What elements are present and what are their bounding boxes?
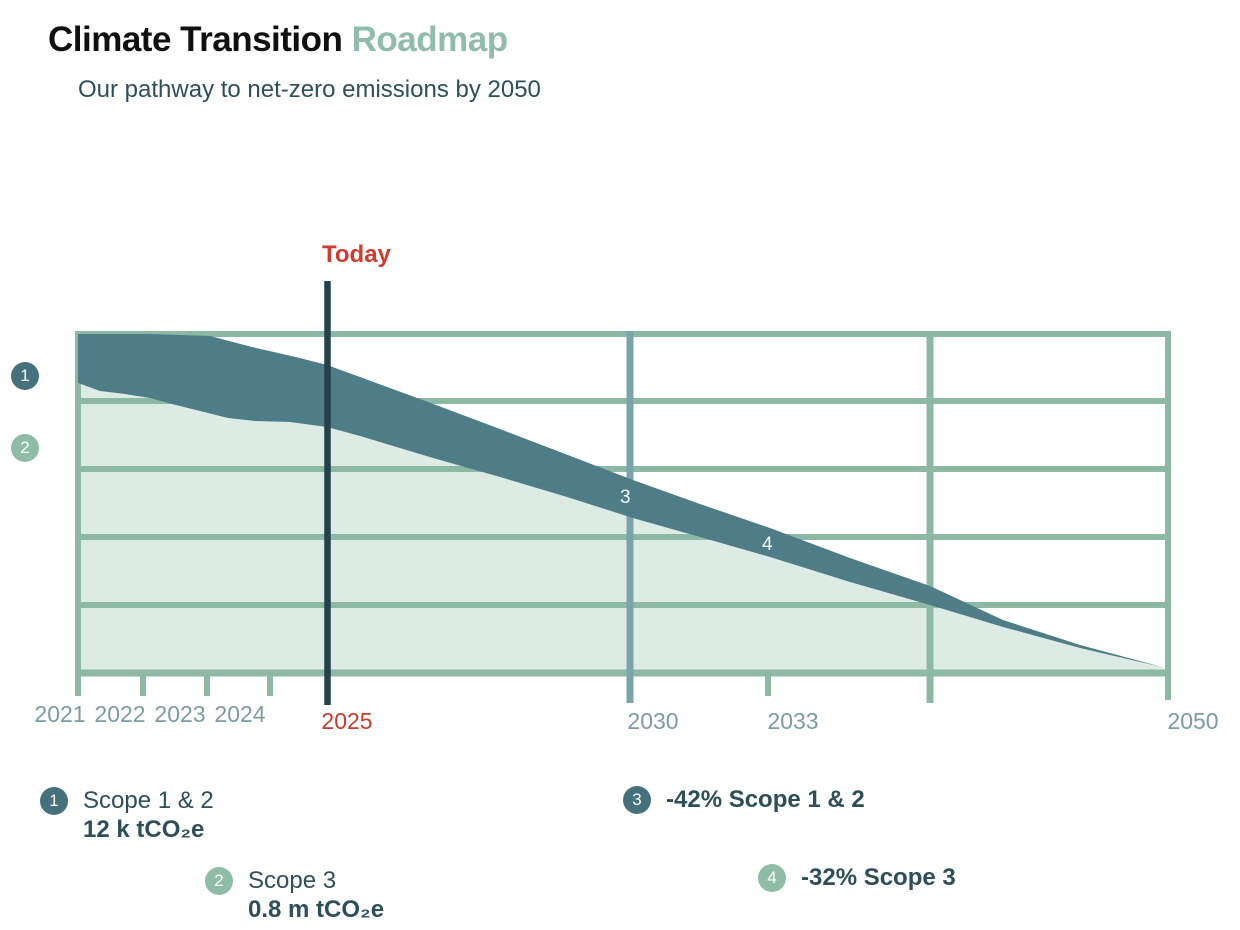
marker-label-2033-milestone: 4 bbox=[762, 534, 773, 555]
x-axis-label-2050: 2050 bbox=[1167, 708, 1219, 734]
legend-badge-1: 1 bbox=[40, 787, 68, 815]
marker-badge-scope12: 1 bbox=[11, 362, 39, 390]
marker-label-2030-milestone: 3 bbox=[620, 487, 631, 508]
legend-title-milestone-2030: -42% Scope 1 & 2 bbox=[666, 786, 865, 813]
scope3-area-shape bbox=[78, 383, 1168, 673]
legend-title-scope12: Scope 1 & 2 bbox=[83, 787, 214, 814]
legend-value-scope12: 12 k tCO₂e bbox=[83, 816, 205, 843]
x-axis-label-2024: 2024 bbox=[214, 701, 266, 727]
legend-item-milestone-2033: 4 -32% Scope 3 bbox=[758, 863, 956, 892]
legend-item-scope12: 1 Scope 1 & 2 12 k tCO₂e bbox=[40, 786, 214, 844]
legend-text-scope12: Scope 1 & 2 12 k tCO₂e bbox=[83, 786, 214, 844]
x-axis-label-2025-today: 2025 bbox=[321, 708, 373, 734]
legend-text-scope3: Scope 3 0.8 m tCO₂e bbox=[248, 866, 384, 924]
today-annotation: Today bbox=[322, 241, 391, 268]
scope12-band-shape bbox=[78, 334, 1162, 667]
legend-badge-2: 2 bbox=[205, 867, 233, 895]
legend-item-scope3: 2 Scope 3 0.8 m tCO₂e bbox=[205, 866, 384, 924]
page-title: Climate Transition Roadmap bbox=[48, 20, 508, 60]
page-title-main: Climate Transition bbox=[48, 20, 343, 59]
legend-item-milestone-2030: 3 -42% Scope 1 & 2 bbox=[623, 785, 865, 814]
x-axis-label-2022: 2022 bbox=[94, 701, 146, 727]
legend-value-scope3: 0.8 m tCO₂e bbox=[248, 896, 385, 923]
legend-title-scope3: Scope 3 bbox=[248, 867, 337, 894]
legend-badge-4: 4 bbox=[758, 864, 786, 892]
legend-badge-3: 3 bbox=[623, 786, 651, 814]
page-title-accent: Roadmap bbox=[351, 20, 508, 59]
x-axis-label-2021: 2021 bbox=[34, 701, 86, 727]
page-subtitle: Our pathway to net-zero emissions by 205… bbox=[78, 76, 541, 103]
legend-title-milestone-2033: -32% Scope 3 bbox=[801, 864, 956, 891]
x-axis-label-2023: 2023 bbox=[154, 701, 206, 727]
x-axis-label-2033: 2033 bbox=[767, 708, 819, 734]
marker-badge-scope3: 2 bbox=[11, 434, 39, 462]
x-axis-label-2030: 2030 bbox=[627, 708, 679, 734]
